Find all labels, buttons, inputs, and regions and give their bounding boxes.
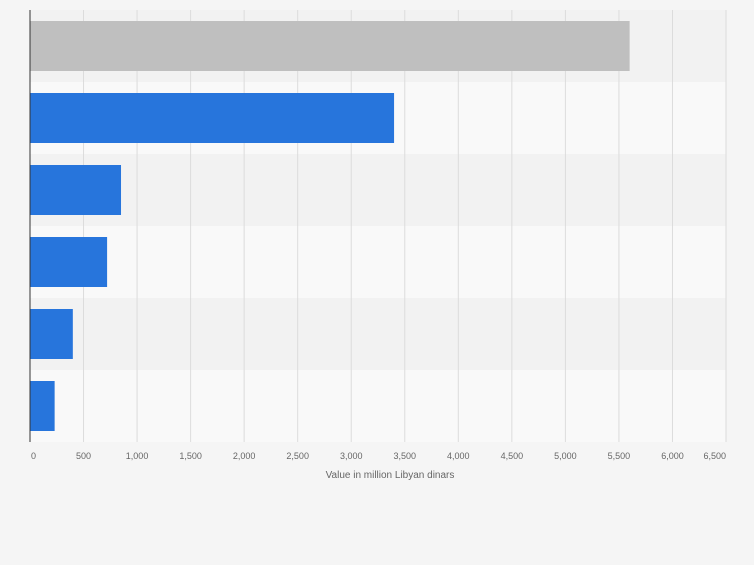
gridlines <box>83 10 727 442</box>
bar[interactable] <box>30 381 55 431</box>
x-tick-labels: 0 500 1,000 1,500 2,000 2,500 3,000 3,500 4,000 4… <box>31 451 726 461</box>
x-tick-label: 0 <box>31 451 36 461</box>
x-tick-label: 5,500 <box>608 451 631 461</box>
bar[interactable] <box>30 93 395 143</box>
x-tick-label: 2,000 <box>233 451 256 461</box>
row-band <box>30 226 726 298</box>
x-tick-label: 4,000 <box>447 451 470 461</box>
bars <box>30 21 630 431</box>
bar[interactable] <box>30 165 122 215</box>
x-tick-label: 500 <box>76 451 91 461</box>
row-band <box>30 370 726 442</box>
x-tick-label: 6,500 <box>703 451 726 461</box>
x-tick-label: 1,000 <box>126 451 149 461</box>
row-band <box>30 298 726 370</box>
x-tick-label: 2,500 <box>286 451 309 461</box>
bar[interactable] <box>30 237 108 287</box>
x-tick-label: 6,000 <box>661 451 684 461</box>
x-tick-label: 1,500 <box>179 451 202 461</box>
x-tick-label: 4,500 <box>501 451 524 461</box>
row-bands <box>30 10 726 442</box>
x-axis-label: Value in million Libyan dinars <box>326 470 455 481</box>
x-tick-label: 3,500 <box>394 451 417 461</box>
x-tick-label: 5,000 <box>554 451 577 461</box>
bar[interactable] <box>30 309 73 359</box>
bar[interactable] <box>30 21 630 71</box>
row-band <box>30 154 726 226</box>
x-tick-label: 3,000 <box>340 451 363 461</box>
